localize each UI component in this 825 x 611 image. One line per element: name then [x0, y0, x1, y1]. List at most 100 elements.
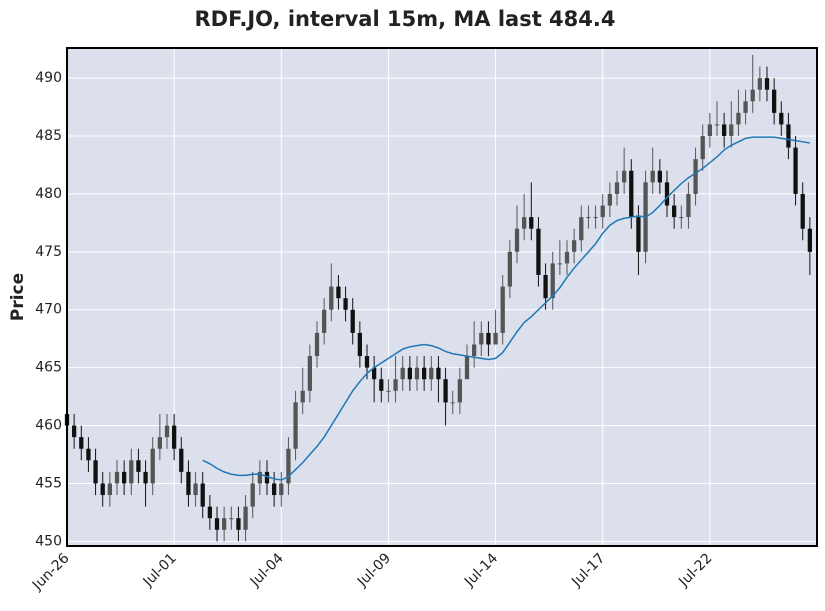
candle-body [379, 379, 384, 391]
x-tick-label: Jul-01 [140, 550, 180, 590]
candle-body [414, 367, 420, 380]
candle-body [407, 367, 412, 380]
candle-body [743, 101, 748, 113]
x-tick-label: Jul-17 [568, 550, 608, 590]
candle-body [779, 112, 784, 125]
candle-body [572, 240, 577, 252]
candle-body [172, 425, 177, 449]
y-tick-label: 490 [35, 70, 62, 86]
candle-body [436, 367, 441, 380]
candle-body [679, 217, 684, 219]
candle-body [322, 309, 327, 333]
candle-body [386, 390, 391, 392]
candle-body [150, 448, 155, 484]
candle-body [693, 159, 698, 194]
candle-body [764, 78, 770, 90]
candle-body [222, 518, 227, 530]
candle-body [486, 332, 491, 345]
candle-body [800, 193, 805, 229]
candle-body [543, 274, 548, 299]
candle-body [593, 217, 598, 219]
candle-body [757, 78, 762, 90]
candle-body [264, 471, 270, 484]
y-tick-label: 480 [35, 186, 62, 202]
plot-background [67, 48, 817, 546]
candle-body [229, 518, 234, 520]
candle-body [614, 182, 620, 194]
candle-body [286, 448, 291, 484]
candle-body [364, 356, 370, 368]
candle-body [143, 471, 148, 484]
y-tick-label: 450 [35, 533, 62, 549]
candle-body [293, 402, 298, 449]
candle-body [400, 367, 405, 380]
candle-body [557, 263, 562, 265]
candle-body [793, 147, 798, 194]
candle-body [157, 437, 162, 449]
y-tick-label: 460 [35, 418, 62, 434]
candle-body [472, 344, 477, 357]
candle-body [179, 448, 184, 472]
candle-body [114, 471, 120, 484]
x-tick-label: Jul-22 [675, 550, 715, 590]
candle-body [500, 286, 505, 333]
candle-body [429, 367, 434, 380]
candle-body [279, 483, 284, 496]
candle-body [600, 205, 605, 218]
candle-body [707, 124, 712, 137]
candle-body [343, 298, 348, 310]
candle-body [622, 170, 627, 183]
candle-body [193, 483, 198, 496]
candle-body [393, 379, 398, 391]
x-tick-label: Jun-26 [29, 550, 73, 594]
candle-body [786, 124, 791, 148]
candle-body [629, 170, 634, 218]
candle-body [729, 124, 734, 137]
candle-body [607, 193, 612, 206]
candle-body [700, 136, 705, 160]
y-tick-label: 470 [35, 302, 62, 318]
candle-body [79, 437, 84, 449]
plot-frame [66, 47, 818, 547]
candle-body [72, 425, 77, 438]
candle-body [272, 483, 277, 496]
candle-body [672, 205, 677, 218]
candle-body [164, 425, 170, 438]
y-tick-label: 475 [35, 244, 62, 260]
candle-body [457, 379, 462, 403]
candle-body [714, 124, 720, 126]
candle-body [686, 193, 691, 218]
candle-body [522, 217, 527, 229]
candle-body [357, 332, 362, 357]
candle-body [200, 483, 205, 507]
candle-body [350, 309, 355, 333]
candle-body [136, 460, 141, 472]
candle-body [636, 217, 641, 252]
candle-body [257, 471, 262, 484]
candle-body [236, 518, 241, 530]
chart-title: RDF.JO, interval 15m, MA last 484.4 [195, 7, 616, 31]
candle-body [772, 89, 777, 113]
candle-body [100, 483, 105, 496]
candle-body [550, 263, 555, 299]
x-tick-label: Jul-04 [247, 550, 287, 590]
candle-body [250, 483, 255, 507]
candle-body [86, 448, 91, 461]
candle-body [493, 332, 498, 345]
candle-body [243, 506, 248, 530]
candle-body [122, 471, 127, 484]
candle-body [586, 217, 591, 219]
y-tick-label: 465 [35, 360, 62, 376]
y-axis-label: Price [8, 273, 28, 321]
candle-body [479, 332, 484, 345]
candle-body [336, 286, 341, 299]
candle-body [329, 286, 334, 310]
candle-body [736, 112, 741, 125]
candle-body [722, 124, 727, 137]
candle-body [657, 170, 662, 183]
candle-body [564, 251, 570, 264]
candle-body [514, 228, 520, 252]
x-tick-label: Jul-14 [461, 550, 501, 590]
candle-body [186, 471, 191, 496]
